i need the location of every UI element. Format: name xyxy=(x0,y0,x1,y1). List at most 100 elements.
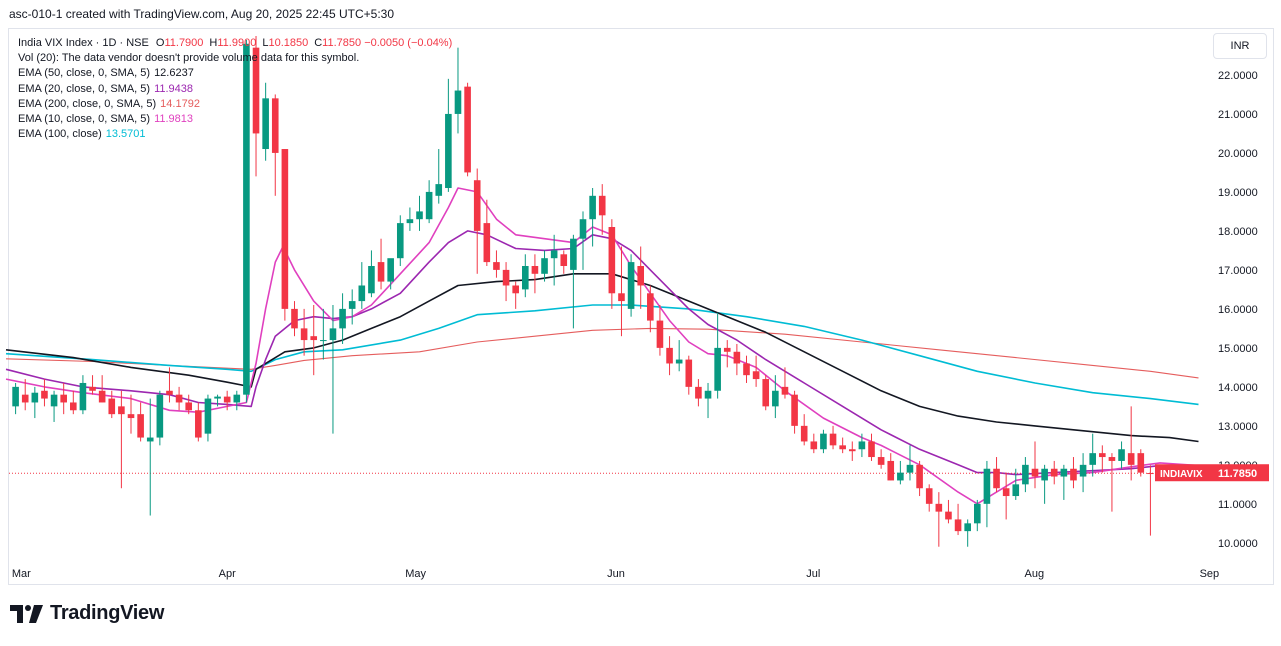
indicator-label: EMA (20, close, 0, SMA, 5) xyxy=(18,82,151,95)
indicator-list: EMA (50, close, 0, SMA, 5) 12.6237 EMA (20… xyxy=(18,66,452,142)
axes-group: 10.000011.000012.000013.000014.000015.00… xyxy=(12,70,1269,580)
candle-body xyxy=(550,250,558,259)
indicator-value: 12.6237 xyxy=(154,67,194,80)
candle-body xyxy=(358,285,366,302)
candle-body xyxy=(791,394,798,426)
candle-body xyxy=(522,265,529,290)
candle-body xyxy=(598,195,606,216)
candle-body xyxy=(897,472,904,481)
candle-body xyxy=(118,406,125,415)
candle-body xyxy=(1041,468,1048,481)
y-tick-label: 19.0000 xyxy=(1218,187,1258,199)
candle-body xyxy=(589,195,596,220)
ohlc-value-o: 11.7900 xyxy=(164,37,204,49)
ema-line xyxy=(5,304,1199,406)
candle-body xyxy=(704,390,712,399)
candle-body xyxy=(223,396,231,403)
last-price-label: 11.7850 xyxy=(1218,468,1257,480)
candle-body xyxy=(320,340,327,342)
candle-body xyxy=(1050,468,1058,477)
candle-body xyxy=(21,394,29,403)
indicator-label: EMA (10, close, 0, SMA, 5) xyxy=(18,113,151,126)
candle-body xyxy=(406,219,414,224)
candle-body xyxy=(762,379,770,407)
indicator-label: EMA (50, close, 0, SMA, 5) xyxy=(18,67,151,80)
change-value: −0.0050 (−0.04%) xyxy=(364,37,453,49)
y-tick-label: 13.0000 xyxy=(1218,421,1258,433)
x-tick-label: May xyxy=(405,568,426,580)
candle-body xyxy=(146,437,154,442)
candle-body xyxy=(1099,453,1106,458)
candle-body xyxy=(560,254,568,266)
candle-body xyxy=(1127,453,1135,465)
x-tick-label: Mar xyxy=(12,568,31,580)
candle-body xyxy=(848,449,856,452)
candle-body xyxy=(329,328,337,341)
candle-body xyxy=(983,468,991,504)
candle-body xyxy=(685,359,693,387)
candle-body xyxy=(608,227,616,294)
candle-body xyxy=(781,386,789,395)
candle-body xyxy=(723,347,731,352)
indicator-row[interactable]: EMA (20, close, 0, SMA, 5) 11.9438 xyxy=(18,82,452,97)
ohlc-label-o: O xyxy=(155,37,165,49)
candle-body xyxy=(541,258,548,274)
candle-body xyxy=(310,336,318,341)
tradingview-logo-icon xyxy=(10,604,43,623)
candles-group xyxy=(12,35,1154,547)
chart-frame xyxy=(8,28,1274,585)
indicator-row[interactable]: EMA (10, close, 0, SMA, 5) 11.9813 xyxy=(18,112,452,127)
y-tick-label: 14.0000 xyxy=(1218,382,1258,394)
tradingview-logo[interactable]: TradingView xyxy=(10,602,164,625)
y-tick-label: 16.0000 xyxy=(1218,304,1258,316)
indicator-value: 11.9438 xyxy=(154,82,194,95)
symbol-tag-label: INDIAVIX xyxy=(1160,469,1203,480)
candle-body xyxy=(108,398,116,415)
candle-body xyxy=(772,390,779,407)
candle-body xyxy=(445,113,452,189)
candle-body xyxy=(925,488,933,504)
x-tick-label: Jul xyxy=(806,568,820,580)
candle-body xyxy=(368,265,375,294)
candle-body xyxy=(512,285,519,294)
candle-body xyxy=(1079,464,1087,477)
candle-body xyxy=(425,191,433,220)
y-tick-label: 21.0000 xyxy=(1218,109,1258,121)
candle-body xyxy=(156,394,164,438)
candle-body xyxy=(185,402,193,411)
candle-body xyxy=(502,269,510,286)
indicator-row[interactable]: EMA (50, close, 0, SMA, 5) 12.6237 xyxy=(18,66,452,81)
candle-body xyxy=(454,90,462,114)
y-tick-label: 17.0000 xyxy=(1218,265,1258,277)
candle-body xyxy=(877,457,885,465)
chart-caption: asc-010-1 created with TradingView.com, … xyxy=(9,7,395,21)
indicator-row[interactable]: EMA (200, close, 0, SMA, 5) 14.1792 xyxy=(18,97,452,112)
candle-body xyxy=(887,460,895,481)
candle-body xyxy=(396,223,404,259)
candle-body xyxy=(627,262,635,309)
indicator-row[interactable]: EMA (100, close) 13.5701 xyxy=(18,127,452,142)
candle-body xyxy=(579,219,587,239)
candle-body xyxy=(868,441,875,458)
y-tick-label: 22.0000 xyxy=(1218,70,1258,82)
symbol-tag-box xyxy=(1155,464,1212,482)
candle-body xyxy=(214,396,221,399)
ema-line xyxy=(5,230,1199,476)
candle-body xyxy=(271,98,279,153)
currency-button[interactable]: INR xyxy=(1213,33,1267,59)
candle-body xyxy=(916,464,923,489)
candle-body xyxy=(41,390,48,399)
ema-line xyxy=(5,187,1199,505)
tradingview-wordmark: TradingView xyxy=(50,602,165,624)
indicator-value: 13.5701 xyxy=(105,128,146,141)
candle-body xyxy=(339,308,346,329)
candle-body xyxy=(800,425,808,442)
candle-body xyxy=(618,293,625,302)
candle-body xyxy=(1070,468,1077,481)
indicator-value: 14.1792 xyxy=(160,97,200,110)
candle-body xyxy=(60,394,67,403)
candle-body xyxy=(233,394,241,403)
symbol-title[interactable]: India VIX Index · 1D · NSE xyxy=(18,37,149,49)
x-tick-label: Jun xyxy=(607,568,625,580)
